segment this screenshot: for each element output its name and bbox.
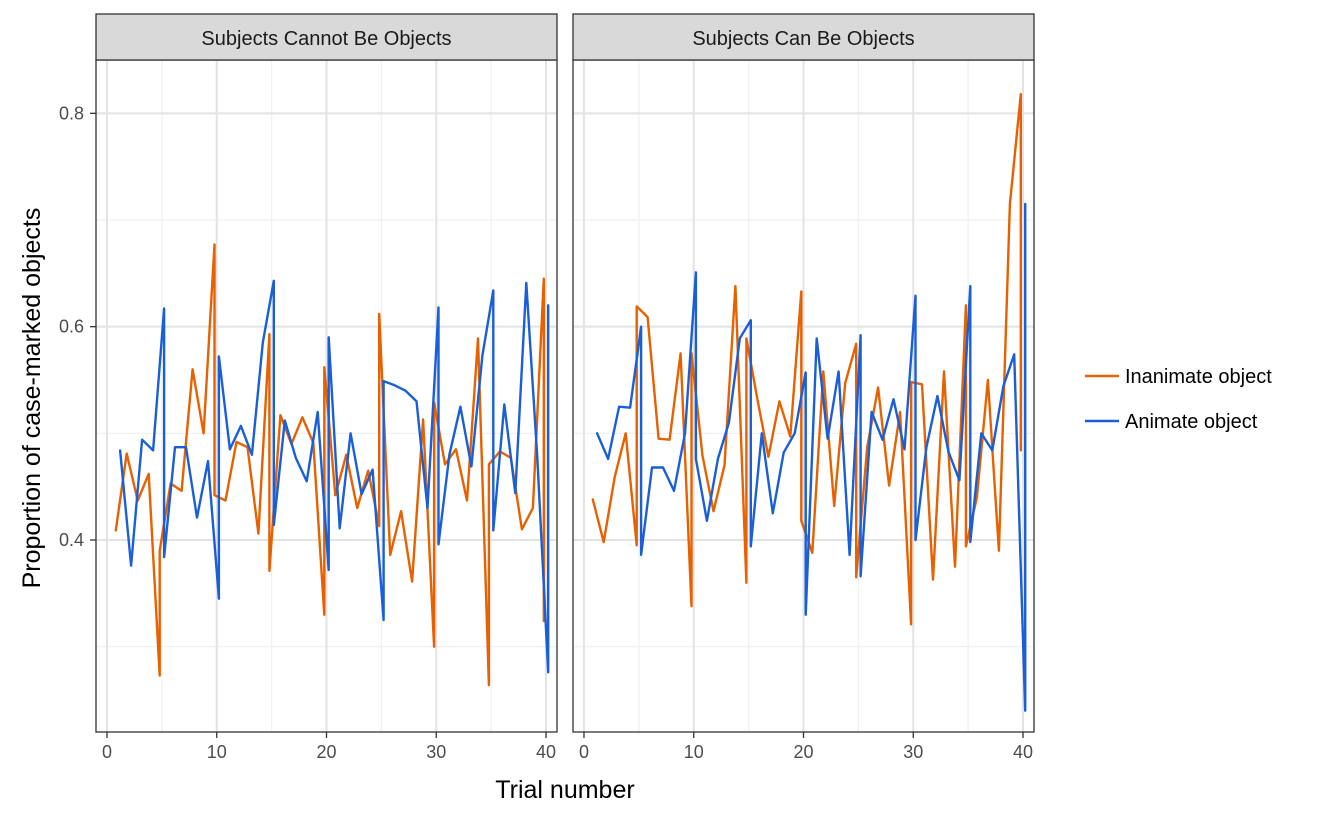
x-tick-label: 0 bbox=[102, 742, 112, 762]
y-tick-label: 0.6 bbox=[59, 317, 84, 337]
y-axis-title: Proportion of case-marked objects bbox=[18, 208, 46, 589]
legend-label-animate: Animate object bbox=[1125, 411, 1258, 433]
facet-title: Subjects Cannot Be Objects bbox=[201, 28, 451, 50]
facet-strip-background bbox=[572, 13, 1035, 61]
y-tick-label: 0.8 bbox=[59, 103, 84, 123]
series-line-animate bbox=[595, 202, 1027, 712]
x-tick-label: 20 bbox=[316, 742, 336, 762]
x-tick-label: 30 bbox=[903, 742, 923, 762]
series-line-animate bbox=[118, 279, 550, 674]
facet-title: Subjects Can Be Objects bbox=[692, 28, 914, 50]
x-axis-title: Trial number bbox=[495, 776, 634, 804]
x-tick-label: 30 bbox=[426, 742, 446, 762]
x-tick-label: 10 bbox=[207, 742, 227, 762]
x-tick-label: 40 bbox=[536, 742, 556, 762]
facet-panel-1: Subjects Cannot Be Objects 0 10 20 30 40 0.4 0.… bbox=[59, 13, 558, 762]
x-tick-label: 0 bbox=[579, 742, 589, 762]
y-tick-label: 0.4 bbox=[59, 530, 84, 550]
facet-strip: Subjects Can Be Objects bbox=[572, 13, 1035, 61]
facet-panel-2: Subjects Can Be Objects 0 10 20 30 40 bbox=[572, 13, 1035, 762]
facet-strip-background bbox=[95, 13, 558, 61]
x-tick-label: 10 bbox=[684, 742, 704, 762]
legend-label-inanimate: Inanimate object bbox=[1125, 366, 1272, 388]
facet-strip: Subjects Cannot Be Objects bbox=[95, 13, 558, 61]
facets: Subjects Cannot Be Objects 0 10 20 30 40 0.4 0.… bbox=[59, 13, 1035, 762]
x-tick-label: 20 bbox=[793, 742, 813, 762]
x-tick-label: 40 bbox=[1013, 742, 1033, 762]
legend: Inanimate object Animate object bbox=[1085, 366, 1272, 433]
